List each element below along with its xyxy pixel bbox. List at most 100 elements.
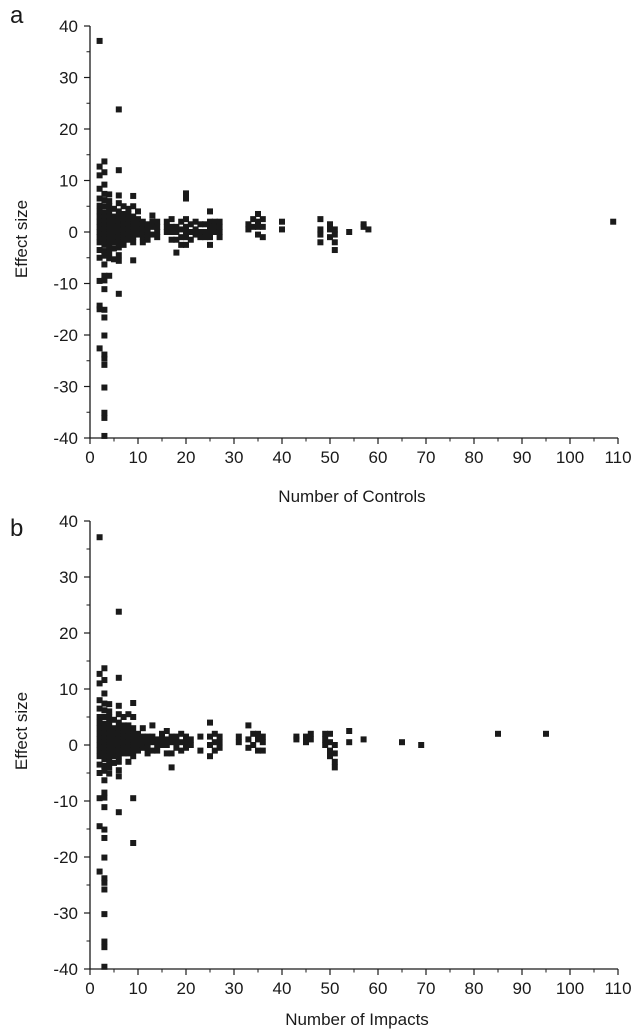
data-point bbox=[173, 733, 180, 740]
data-point bbox=[327, 234, 333, 241]
data-point bbox=[183, 241, 189, 248]
data-point bbox=[168, 750, 175, 757]
data-point bbox=[259, 739, 266, 746]
data-point bbox=[235, 733, 242, 740]
data-point bbox=[101, 236, 108, 243]
data-point bbox=[144, 236, 151, 243]
data-point bbox=[163, 229, 170, 235]
data-point bbox=[120, 739, 127, 746]
data-point bbox=[115, 753, 122, 760]
data-point bbox=[130, 795, 137, 802]
data-point bbox=[101, 911, 108, 918]
data-point bbox=[130, 840, 137, 846]
data-point bbox=[327, 739, 333, 746]
data-point bbox=[130, 725, 137, 732]
data-point bbox=[130, 714, 137, 720]
y-tick-label: -20 bbox=[53, 326, 78, 345]
y-tick-label: -40 bbox=[53, 960, 78, 979]
data-point bbox=[255, 210, 261, 217]
data-point bbox=[144, 231, 151, 238]
data-point bbox=[111, 730, 117, 737]
data-point bbox=[115, 244, 122, 251]
data-point bbox=[101, 854, 108, 861]
data-point bbox=[106, 701, 113, 708]
data-point bbox=[130, 218, 137, 225]
data-point bbox=[192, 218, 199, 225]
data-point bbox=[106, 742, 113, 748]
data-point bbox=[144, 226, 151, 233]
data-point bbox=[101, 804, 108, 811]
data-point bbox=[154, 234, 161, 241]
x-tick-label: 110 bbox=[604, 979, 631, 998]
data-point bbox=[149, 722, 156, 729]
data-point bbox=[159, 736, 165, 743]
data-point bbox=[106, 239, 113, 246]
data-point bbox=[101, 248, 108, 255]
data-point bbox=[399, 739, 405, 746]
data-point bbox=[211, 218, 218, 225]
data-point bbox=[144, 739, 151, 746]
data-point bbox=[115, 192, 122, 199]
data-point bbox=[125, 236, 132, 243]
data-point bbox=[101, 744, 108, 751]
data-point bbox=[96, 277, 103, 284]
data-point bbox=[96, 229, 103, 235]
data-point bbox=[279, 218, 285, 225]
data-point bbox=[144, 733, 151, 740]
data-point bbox=[168, 764, 175, 771]
data-point bbox=[106, 249, 113, 256]
data-point bbox=[207, 218, 213, 225]
data-point bbox=[144, 750, 151, 757]
data-point bbox=[101, 690, 108, 697]
data-point bbox=[101, 314, 108, 321]
data-point bbox=[111, 223, 117, 230]
data-point bbox=[96, 234, 103, 241]
data-point bbox=[360, 223, 367, 230]
data-point bbox=[173, 223, 180, 230]
data-point bbox=[327, 226, 333, 233]
data-point bbox=[327, 221, 333, 228]
data-point bbox=[163, 728, 170, 734]
data-point bbox=[106, 234, 113, 241]
data-point bbox=[111, 736, 117, 743]
x-axis-title: Number of Controls bbox=[278, 487, 425, 506]
data-point bbox=[101, 197, 108, 204]
data-point bbox=[178, 739, 185, 746]
data-point bbox=[303, 733, 309, 740]
data-point bbox=[317, 216, 324, 223]
data-point bbox=[96, 247, 103, 254]
data-point bbox=[245, 722, 252, 729]
data-point bbox=[115, 208, 122, 215]
data-point bbox=[101, 963, 108, 970]
data-point bbox=[207, 753, 213, 760]
data-point bbox=[187, 736, 194, 743]
data-point bbox=[255, 730, 261, 737]
data-point bbox=[120, 728, 127, 734]
data-point bbox=[154, 736, 161, 743]
data-point bbox=[197, 234, 204, 241]
data-point bbox=[115, 290, 122, 297]
data-point bbox=[115, 213, 122, 220]
data-point bbox=[130, 213, 137, 220]
data-point bbox=[111, 239, 117, 246]
data-point bbox=[106, 198, 113, 205]
data-point bbox=[101, 725, 108, 732]
data-point bbox=[101, 750, 108, 757]
data-point bbox=[96, 202, 103, 209]
data-point bbox=[331, 742, 338, 748]
data-point bbox=[106, 213, 113, 220]
data-point bbox=[130, 257, 137, 264]
data-point bbox=[111, 716, 117, 723]
x-tick-label: 70 bbox=[417, 448, 436, 467]
data-point bbox=[96, 730, 103, 737]
data-point bbox=[101, 714, 108, 720]
data-point bbox=[255, 736, 261, 743]
x-tick-label: 40 bbox=[273, 448, 292, 467]
data-point bbox=[211, 229, 218, 235]
data-point bbox=[101, 886, 108, 893]
y-tick-label: 30 bbox=[59, 568, 78, 587]
data-point bbox=[163, 218, 170, 225]
scatter-chart-a: Effect size Number of Controls -40 -30 -20… bbox=[12, 17, 632, 506]
data-point bbox=[120, 236, 127, 243]
data-point bbox=[101, 735, 108, 742]
